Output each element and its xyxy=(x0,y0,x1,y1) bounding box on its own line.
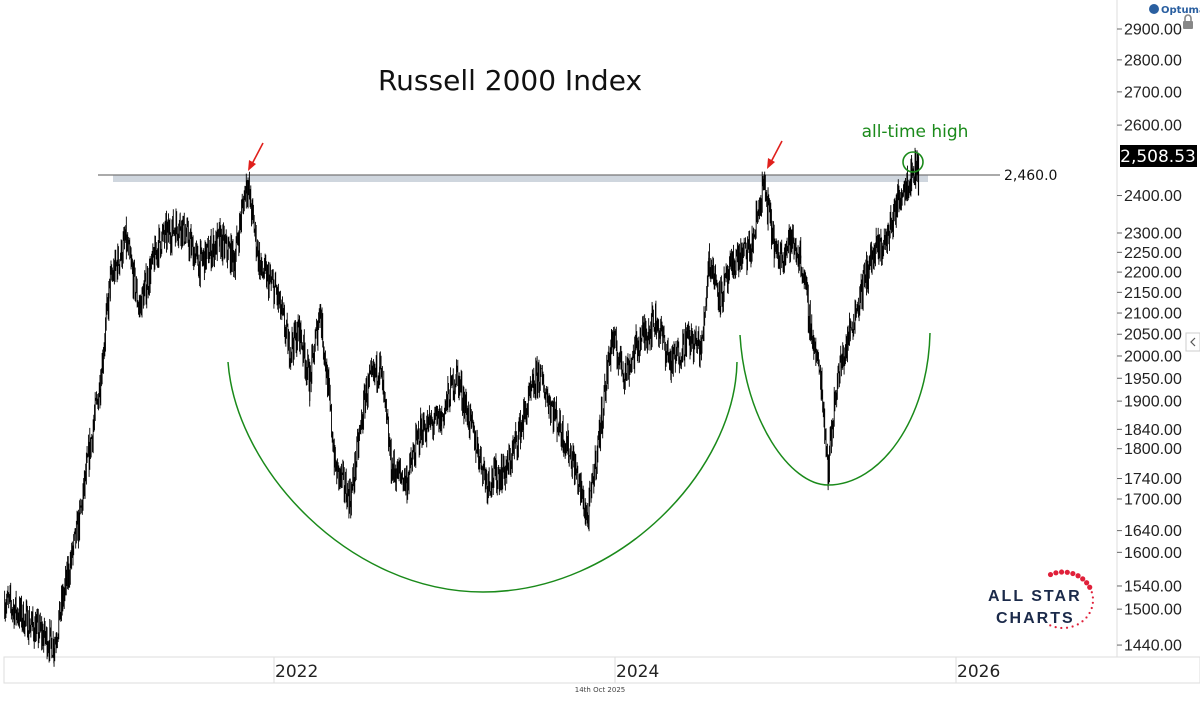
y-tick-label: 2800.00 xyxy=(1124,52,1182,69)
y-tick-label: 2300.00 xyxy=(1124,225,1182,242)
star-icon xyxy=(1080,576,1086,582)
cup-arc-large xyxy=(227,361,738,593)
svg-text:CHARTS: CHARTS xyxy=(996,610,1075,627)
footer-date: 14th Oct 2025 xyxy=(575,686,625,694)
star-icon xyxy=(1075,573,1081,579)
red-arrow-icon xyxy=(767,140,783,169)
star-icon xyxy=(1081,620,1084,623)
resistance-label: 2,460.0 xyxy=(1004,168,1057,184)
y-tick-label: 1840.00 xyxy=(1124,422,1182,439)
svg-text:ALL STAR: ALL STAR xyxy=(988,588,1082,605)
star-icon xyxy=(1053,570,1059,576)
x-axis-band xyxy=(3,656,1200,684)
y-tick-label: 1950.00 xyxy=(1124,371,1182,388)
y-tick-label: 1700.00 xyxy=(1124,491,1182,508)
y-tick-label: 1640.00 xyxy=(1124,523,1182,540)
allstarcharts-logo: ALL STAR CHARTS xyxy=(988,569,1094,630)
y-tick-label: 2600.00 xyxy=(1124,118,1182,135)
red-arrow-icon xyxy=(248,142,264,171)
y-tick-label: 2100.00 xyxy=(1124,306,1182,323)
y-tick-label: 2900.00 xyxy=(1124,22,1182,39)
star-icon xyxy=(1087,584,1093,590)
star-icon xyxy=(1091,596,1094,599)
y-tick-label: 1740.00 xyxy=(1124,471,1182,488)
last-price-box xyxy=(1120,145,1197,167)
x-tick-label: 2026 xyxy=(957,662,1000,682)
star-icon xyxy=(1049,624,1052,627)
star-icon xyxy=(1085,616,1088,619)
cup-arc-small xyxy=(739,332,931,486)
ath-label: all-time high xyxy=(862,122,969,142)
star-icon xyxy=(1047,571,1054,578)
x-tick-label: 2024 xyxy=(616,662,659,682)
collapse-panel-button[interactable] xyxy=(1185,332,1200,352)
chart-title: Russell 2000 Index xyxy=(378,64,642,97)
star-icon xyxy=(1065,626,1069,629)
lock-icon[interactable] xyxy=(1183,14,1193,29)
star-icon xyxy=(1084,580,1090,586)
star-icon xyxy=(1090,591,1093,594)
resistance-zone xyxy=(113,175,928,182)
star-icon xyxy=(1054,626,1057,629)
y-tick-label: 1500.00 xyxy=(1124,602,1182,619)
y-tick-label: 1440.00 xyxy=(1124,638,1182,655)
y-tick-label: 1540.00 xyxy=(1124,578,1182,595)
star-icon xyxy=(1090,606,1093,610)
star-icon xyxy=(1064,569,1070,575)
star-icon xyxy=(1060,626,1063,630)
star-icon xyxy=(1088,611,1091,615)
y-tick-label: 2400.00 xyxy=(1124,188,1182,205)
ath-circle xyxy=(902,151,924,173)
star-icon xyxy=(1076,623,1079,626)
star-icon xyxy=(1071,625,1074,628)
y-tick-label: 1800.00 xyxy=(1124,441,1182,458)
y-tick-label: 2200.00 xyxy=(1124,265,1182,282)
star-icon xyxy=(1091,601,1094,604)
svg-text:Optuma: Optuma xyxy=(1161,5,1200,16)
y-tick-label: 1900.00 xyxy=(1124,394,1182,411)
last-price-label: 2,508.53 xyxy=(1120,147,1196,167)
y-tick-label: 2050.00 xyxy=(1124,327,1182,344)
y-tick-label: 2250.00 xyxy=(1124,245,1182,262)
y-tick-label: 2000.00 xyxy=(1124,348,1182,365)
y-tick-label: 2700.00 xyxy=(1124,84,1182,101)
optuma-logo: Optuma xyxy=(1149,4,1200,16)
y-tick-label: 2150.00 xyxy=(1124,285,1182,302)
star-icon xyxy=(1070,570,1076,577)
y-tick-label: 1600.00 xyxy=(1124,545,1182,562)
x-tick-label: 2022 xyxy=(275,662,318,682)
star-icon xyxy=(1058,569,1065,575)
